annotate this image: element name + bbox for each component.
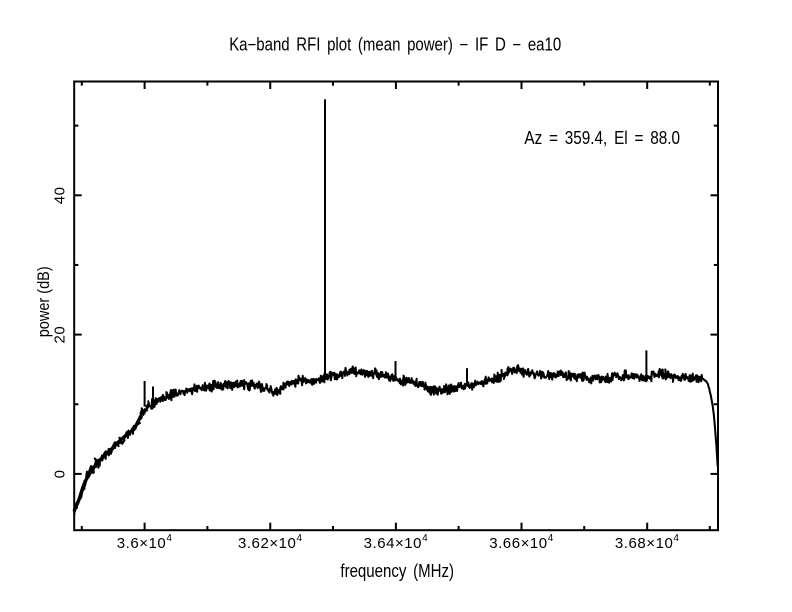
svg-text:3.66×104: 3.66×104: [489, 533, 554, 552]
svg-text:Ka−band RFI plot (mean power): Ka−band RFI plot (mean power) − IF D − e…: [229, 35, 561, 55]
svg-text:3.64×104: 3.64×104: [364, 533, 429, 552]
svg-text:20: 20: [52, 326, 69, 344]
svg-text:Az = 359.4, El = 88.0: Az = 359.4, El = 88.0: [524, 128, 680, 148]
svg-text:40: 40: [52, 186, 69, 204]
svg-text:power (dB): power (dB): [34, 266, 53, 337]
svg-text:3.68×104: 3.68×104: [615, 533, 680, 552]
svg-text:frequency (MHz): frequency (MHz): [340, 561, 454, 581]
svg-text:3.62×104: 3.62×104: [238, 533, 303, 552]
svg-text:3.6×104: 3.6×104: [117, 533, 173, 552]
svg-text:0: 0: [52, 469, 69, 478]
